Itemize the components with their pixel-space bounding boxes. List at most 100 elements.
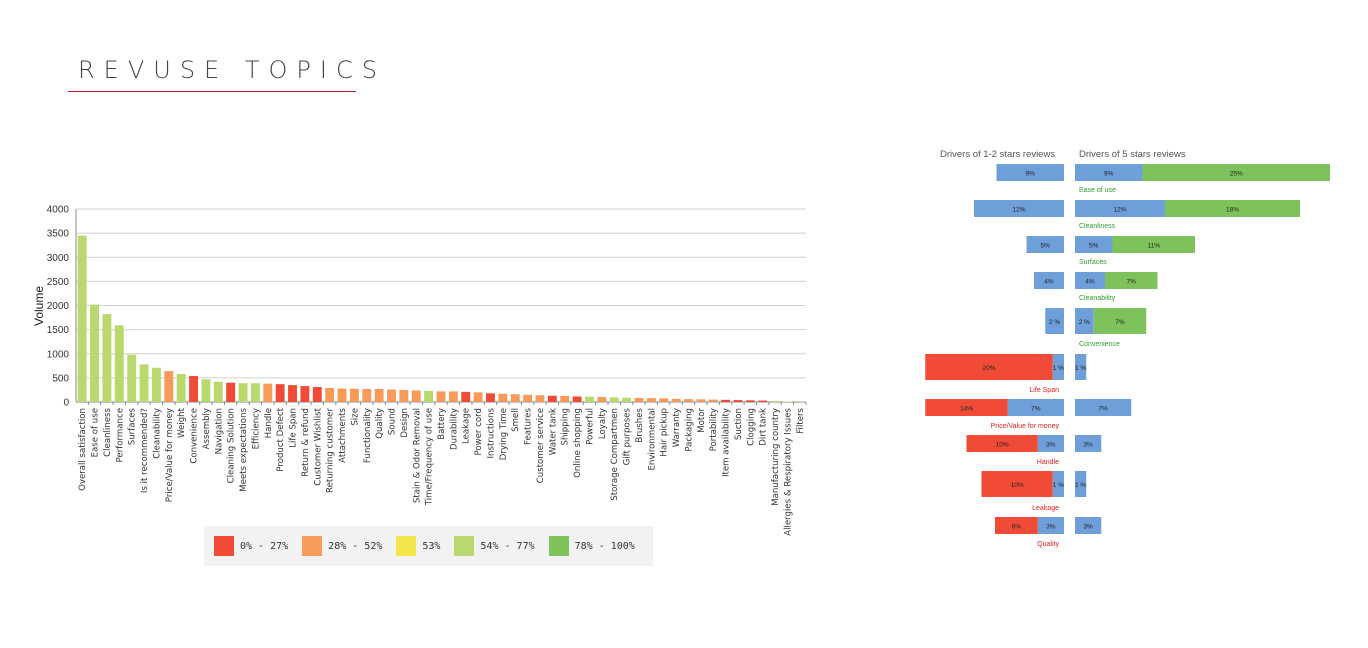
driver-bar-label: 1 % [1053,482,1064,489]
bar [733,400,743,402]
bar [448,391,458,402]
x-tick-label: Product Defect [276,407,286,471]
driver-bar-label: 5% [1089,243,1099,250]
driver-bar-label: 3% [1046,442,1056,449]
bar [238,383,248,402]
bar [671,398,681,402]
x-tick-label: Packaging [684,408,694,452]
legend-swatch [302,536,323,556]
legend-label: 54% - 77% [480,540,535,552]
legend-swatch [454,536,475,556]
x-tick-label: Features [524,407,534,444]
driver-bar-right [1142,164,1330,181]
driver-bar-label: 14% [960,406,973,413]
bar [758,400,768,402]
bar [374,388,384,402]
driver-bar-right [1112,236,1195,253]
x-tick-label: Gift purposes [623,407,633,465]
x-tick-label: Online shopping [573,408,583,478]
x-tick-label: Handle [264,408,274,438]
x-tick-label: Leakage [462,408,472,444]
driver-bar-right [1075,471,1087,497]
y-tick-label: 3500 [47,229,70,240]
y-tick-label: 3000 [47,253,70,264]
driver-bar-left [1037,517,1064,534]
bar [622,397,632,402]
x-tick-label: Size [350,408,360,426]
x-tick-label: Customer service [536,408,546,483]
driver-bar-left [981,471,1053,497]
driver-bar-label: 5% [1041,243,1051,250]
x-tick-label: Hair pickup [660,408,670,457]
bar [77,235,87,402]
y-tick-label: 0 [63,398,69,409]
legend-label: 78% - 100% [574,540,635,552]
bar [708,399,718,402]
driver-bar-left [996,164,1064,181]
x-tick-label: Drying Time [499,408,509,460]
driver-bar-left [966,435,1038,452]
bar [684,399,693,402]
bar [362,388,372,402]
driver-label: Handle [1037,459,1059,466]
driver-bar-left [1052,354,1064,380]
driver-bar-left [925,399,1008,416]
bar [189,375,198,402]
bar [226,382,236,402]
driver-bar-right [1105,272,1158,289]
x-tick-label: Time/Frequency of use [425,408,435,506]
y-tick-label: 1500 [47,325,70,336]
x-tick-label: Overall satisfaction [78,408,88,491]
legend-item: 54% - 77% [454,536,535,556]
right-panel-title: Drivers of 5 stars reviews [1079,149,1186,160]
driver-bar-left [1026,236,1064,253]
legend-swatch [396,536,417,556]
driver-bar-label: 1 % [1075,365,1086,372]
x-tick-label: Cleanability [152,408,162,459]
bar [510,394,520,402]
x-tick-label: Powerful [585,408,595,445]
legend-item: 53% [396,536,440,556]
driver-bar-right [1075,272,1105,289]
x-tick-label: Navigation [214,408,224,454]
driver-bar-left [1007,399,1064,416]
driver-bar-label: 7% [1098,406,1108,413]
driver-bar-label: 4% [1085,279,1095,286]
driver-bar-left [1037,435,1064,452]
bar [288,385,297,402]
bar [411,390,421,402]
driver-label: Cleanliness [1079,223,1116,230]
x-tick-label: Ease of use [91,408,101,457]
driver-bar-label: 3% [1046,524,1056,531]
driver-label: Cleanability [1079,295,1116,302]
bar [585,396,594,402]
legend-item: 28% - 52% [302,536,382,556]
legend-item: 0% - 27% [214,536,288,556]
bar [127,354,137,402]
bar [139,364,149,402]
bar [547,395,557,402]
x-tick-label: Assembly [202,408,212,449]
legend-label: 0% - 27% [240,540,289,552]
driver-bar-right [1165,200,1300,217]
x-tick-label: Warranty [672,408,682,447]
bar [250,383,260,402]
x-tick-label: Allergies & Respiratory Issues [783,407,793,535]
x-tick-label: Cleaning Solution [227,408,237,483]
driver-label: Convenience [1079,341,1120,348]
driver-bar-label: 12% [1113,207,1126,214]
bar [535,395,545,402]
driver-bar-right [1075,435,1102,452]
driver-bar-right [1075,517,1102,534]
bar [696,399,706,402]
bar [461,391,471,402]
bar [114,325,124,402]
x-tick-label: Quality [375,408,385,439]
bar [90,304,100,402]
bar [634,397,644,402]
x-tick-label: Filters [796,407,806,433]
x-tick-label: Item availability [722,408,732,477]
x-tick-label: Manufacturing country [771,408,781,506]
driver-bar-label: 12% [1012,207,1025,214]
